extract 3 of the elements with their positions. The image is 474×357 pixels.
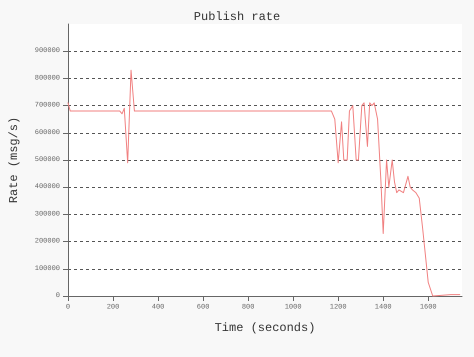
y-axis-title: Rate (msg/s) bbox=[7, 116, 21, 204]
x-axis-title: Time (seconds) bbox=[214, 321, 316, 335]
chart-title: Publish rate bbox=[194, 10, 280, 24]
